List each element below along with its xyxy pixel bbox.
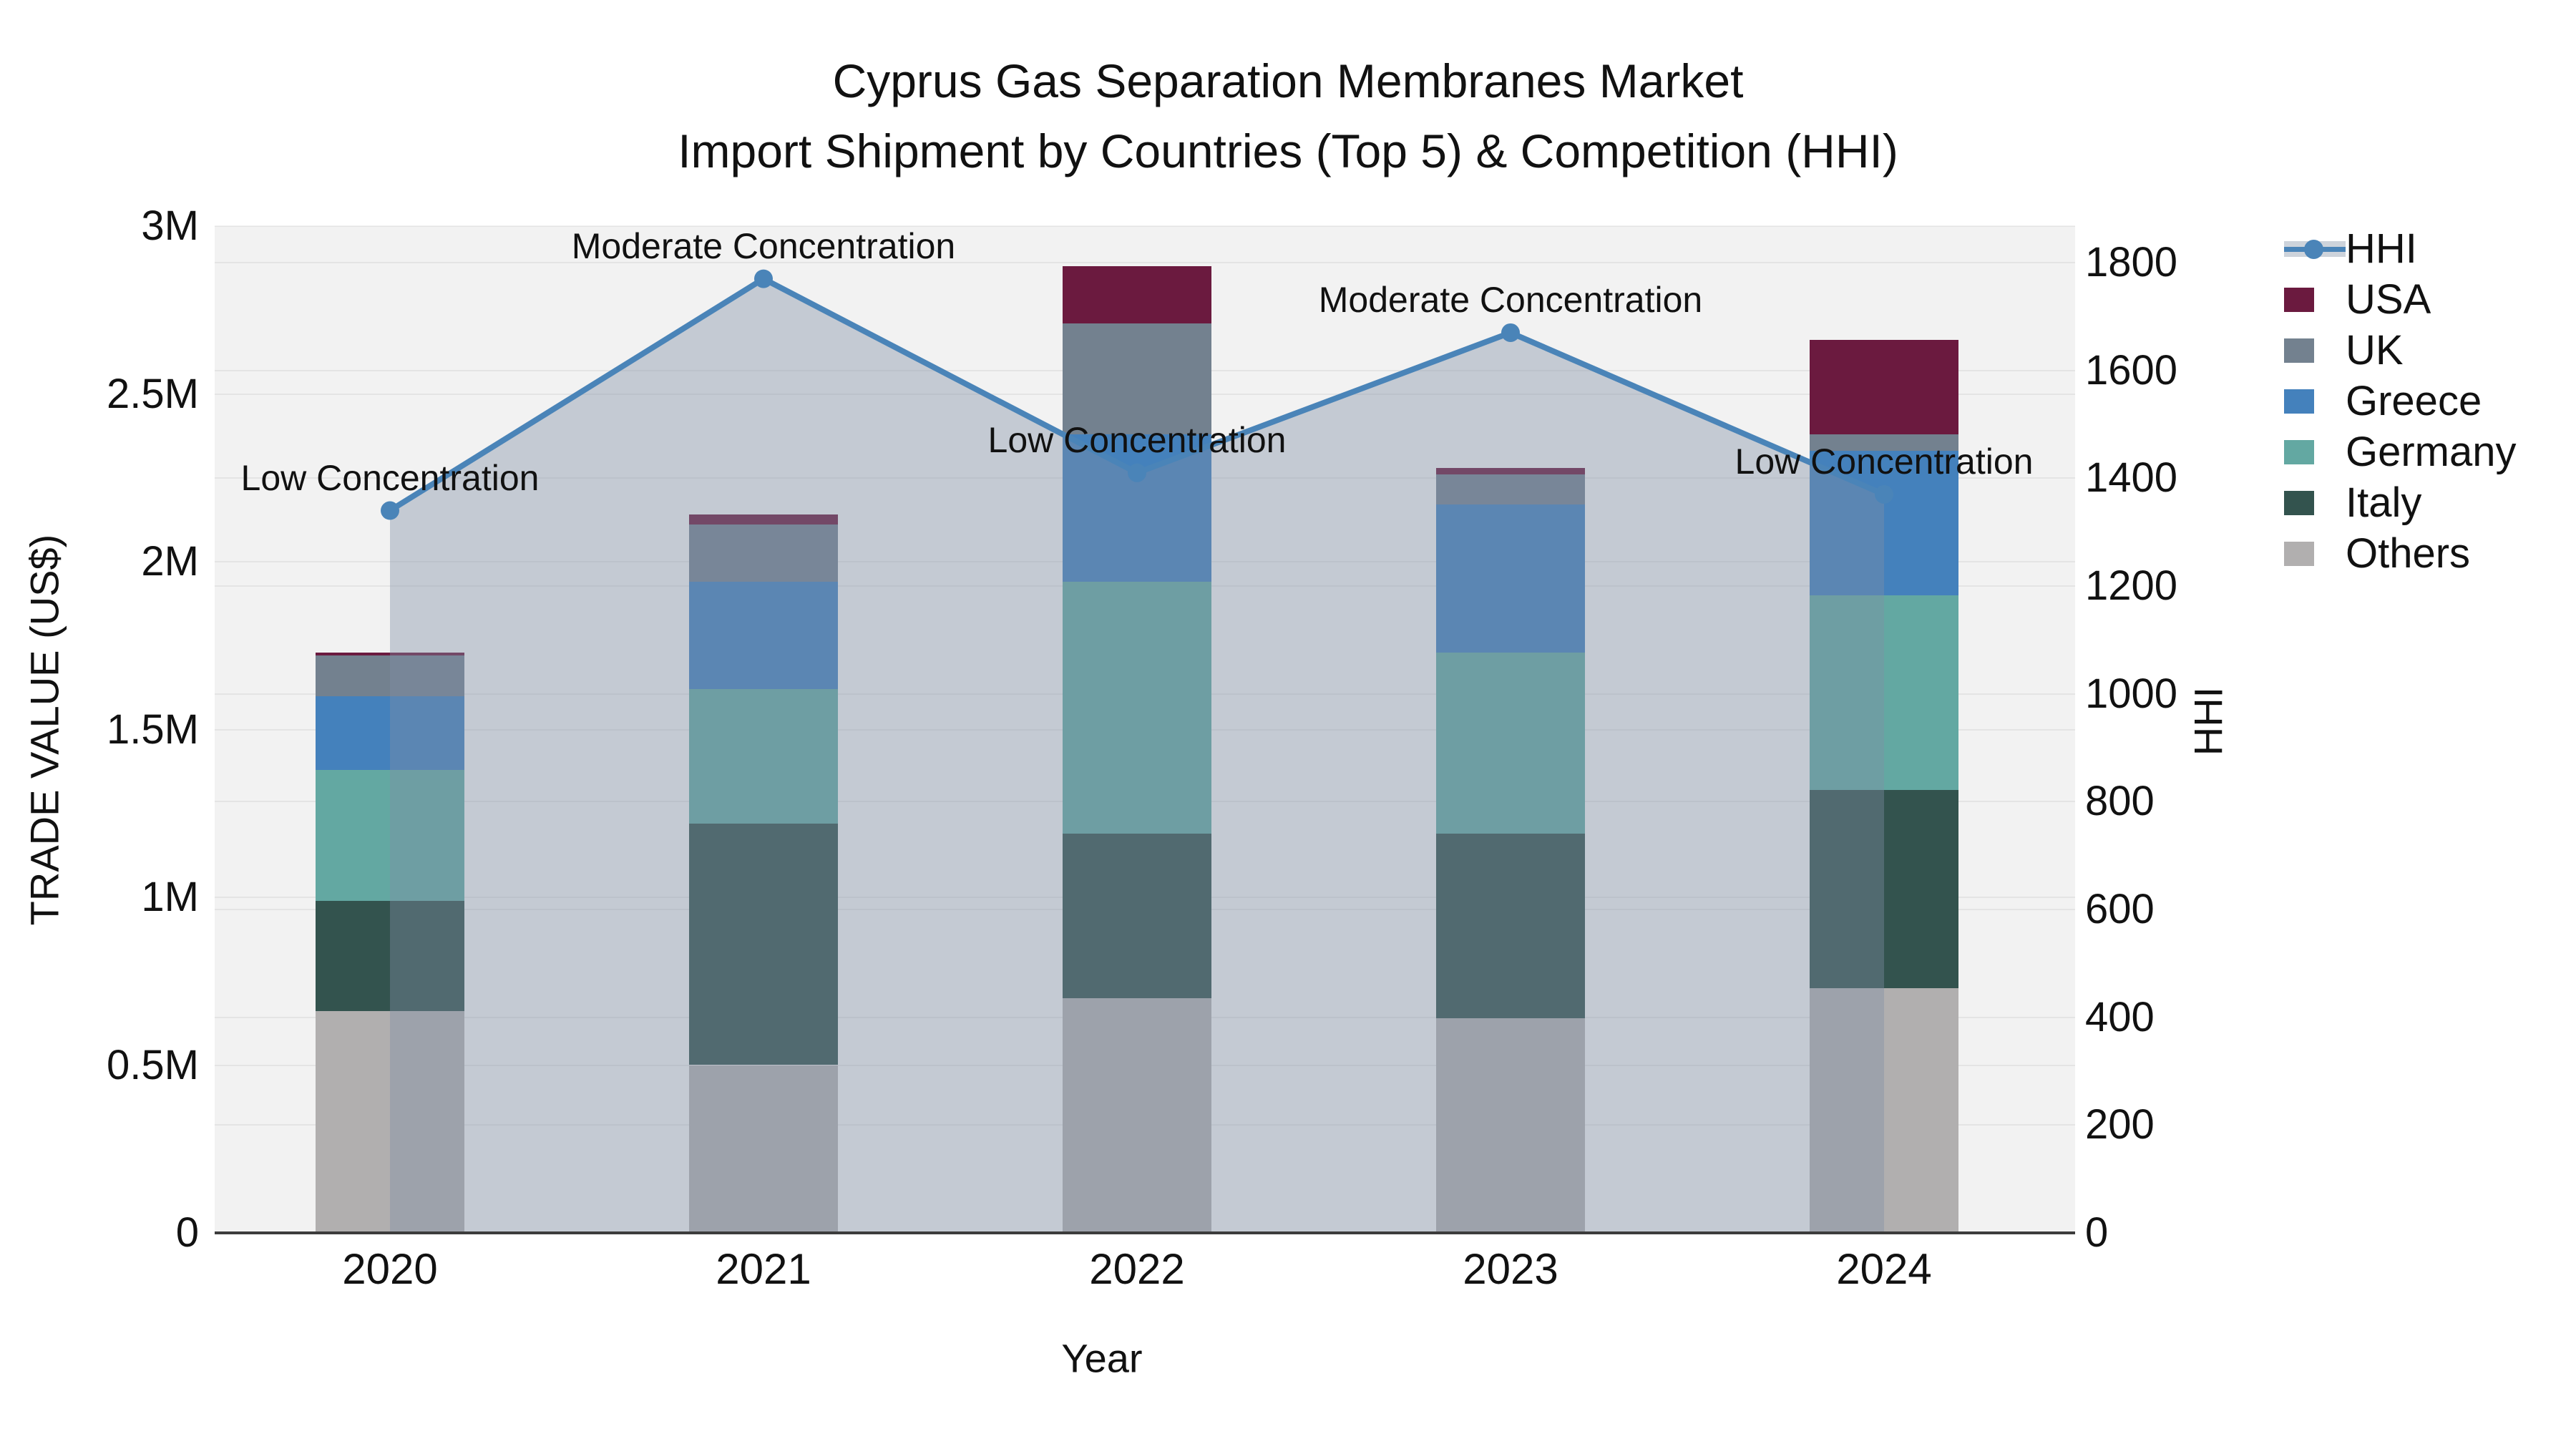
gridline-right-1800	[215, 262, 2075, 263]
right-tick-400: 400	[2085, 993, 2155, 1040]
bar-segment-usa-2023[interactable]	[1436, 467, 1585, 475]
right-tick-1200: 1200	[2085, 562, 2178, 609]
right-tick-800: 800	[2085, 778, 2155, 825]
chart-title-line1: Cyprus Gas Separation Membranes Market	[832, 54, 1744, 107]
legend-label-greece: Greece	[2346, 377, 2482, 424]
left-tick-2.5M: 2.5M	[107, 370, 199, 417]
hhi-marker-2023[interactable]	[1501, 323, 1520, 342]
bar-segment-germany-2021[interactable]	[689, 689, 838, 824]
bar-segment-greece-2020[interactable]	[316, 696, 464, 770]
legend-item-italy[interactable]: Italy	[2284, 477, 2517, 528]
right-tick-1400: 1400	[2085, 454, 2178, 502]
bar-segment-usa-2022[interactable]	[1063, 266, 1211, 323]
bar-segment-greece-2022[interactable]	[1063, 434, 1211, 582]
legend-item-usa[interactable]: USA	[2284, 274, 2517, 325]
legend-item-hhi[interactable]: HHI	[2284, 223, 2517, 274]
annotation-2021: Moderate Concentration	[571, 225, 956, 266]
bar-segment-uk-2020[interactable]	[316, 655, 464, 696]
bar-segment-italy-2023[interactable]	[1436, 833, 1585, 1018]
legend-label-italy: Italy	[2346, 479, 2422, 526]
left-tick-1.5M: 1.5M	[107, 706, 199, 753]
legend-item-uk[interactable]: UK	[2284, 325, 2517, 376]
bar-segment-germany-2024[interactable]	[1810, 595, 1958, 790]
legend-swatch-italy	[2284, 490, 2314, 515]
right-tick-1800: 1800	[2085, 239, 2178, 286]
bar-segment-others-2024[interactable]	[1810, 987, 1958, 1233]
legend-hhi-line-icon	[2284, 237, 2350, 261]
left-tick-3M: 3M	[141, 203, 199, 249]
x-axis-title: Year	[1061, 1335, 1143, 1381]
left-tick-2M: 2M	[141, 538, 199, 585]
bar-segment-germany-2020[interactable]	[316, 769, 464, 901]
hhi-marker-2021[interactable]	[754, 269, 773, 288]
legend-label-usa: USA	[2346, 275, 2431, 323]
annotation-2024: Low Concentration	[1735, 441, 2034, 482]
bar-segment-usa-2020[interactable]	[316, 652, 464, 656]
gridline-left-3M	[215, 225, 2075, 227]
bar-segment-uk-2023[interactable]	[1436, 474, 1585, 505]
left-tick-0.5M: 0.5M	[107, 1041, 199, 1088]
right-tick-1000: 1000	[2085, 670, 2178, 717]
legend: HHI USA UK Greece Germany Italy Others	[2284, 223, 2517, 579]
bar-segment-others-2021[interactable]	[689, 1065, 838, 1233]
right-tick-1600: 1600	[2085, 346, 2178, 394]
x-tick-2020: 2020	[342, 1245, 438, 1293]
hhi-marker-2024[interactable]	[1875, 484, 1893, 504]
bar-segment-italy-2022[interactable]	[1063, 833, 1211, 998]
bar-segment-usa-2024[interactable]	[1810, 340, 1958, 434]
bar-segment-uk-2021[interactable]	[689, 525, 838, 582]
bar-segment-usa-2021[interactable]	[689, 514, 838, 525]
right-tick-200: 200	[2085, 1101, 2155, 1148]
legend-label-uk: UK	[2346, 326, 2404, 374]
right-tick-600: 600	[2085, 886, 2155, 932]
bar-segment-italy-2024[interactable]	[1810, 789, 1958, 988]
bar-segment-uk-2022[interactable]	[1063, 323, 1211, 434]
x-tick-2022: 2022	[1089, 1245, 1185, 1293]
x-tick-2024: 2024	[1836, 1245, 1932, 1293]
x-tick-2021: 2021	[716, 1245, 811, 1293]
legend-item-germany[interactable]: Germany	[2284, 426, 2517, 477]
left-tick-0: 0	[175, 1209, 199, 1256]
annotation-2023: Moderate Concentration	[1318, 279, 1703, 320]
bar-segment-germany-2022[interactable]	[1063, 582, 1211, 834]
chart-title-line2: Import Shipment by Countries (Top 5) & C…	[678, 125, 1898, 177]
legend-swatch-greece	[2284, 389, 2314, 414]
bar-segment-others-2020[interactable]	[316, 1011, 464, 1233]
left-tick-1M: 1M	[141, 874, 199, 920]
bar-segment-italy-2021[interactable]	[689, 823, 838, 1065]
legend-item-greece[interactable]: Greece	[2284, 376, 2517, 426]
x-tick-2023: 2023	[1463, 1245, 1558, 1293]
legend-label-hhi: HHI	[2346, 225, 2417, 272]
bar-segment-others-2023[interactable]	[1436, 1018, 1585, 1233]
legend-label-others: Others	[2346, 530, 2471, 577]
annotation-2020: Low Concentration	[240, 457, 540, 498]
legend-item-others[interactable]: Others	[2284, 528, 2517, 579]
hhi-marker-2020[interactable]	[381, 501, 399, 520]
legend-label-germany: Germany	[2346, 428, 2517, 475]
hhi-area-fill	[390, 278, 1884, 1233]
x-axis-line	[215, 1231, 2075, 1234]
right-tick-0: 0	[2085, 1209, 2109, 1256]
hhi-marker-2022[interactable]	[1128, 463, 1146, 482]
chart-title: Cyprus Gas Separation Membranes Market I…	[0, 46, 2576, 186]
bar-segment-others-2022[interactable]	[1063, 997, 1211, 1233]
legend-swatch-uk	[2284, 338, 2314, 363]
annotation-2022: Low Concentration	[987, 419, 1287, 460]
bar-segment-greece-2023[interactable]	[1436, 504, 1585, 653]
legend-swatch-usa	[2284, 287, 2314, 312]
bar-segment-uk-2024[interactable]	[1810, 434, 1958, 452]
bar-segment-greece-2021[interactable]	[689, 582, 838, 690]
legend-swatch-others	[2284, 541, 2314, 566]
legend-swatch-germany	[2284, 439, 2314, 464]
bar-segment-italy-2020[interactable]	[316, 900, 464, 1012]
bar-segment-germany-2023[interactable]	[1436, 652, 1585, 834]
